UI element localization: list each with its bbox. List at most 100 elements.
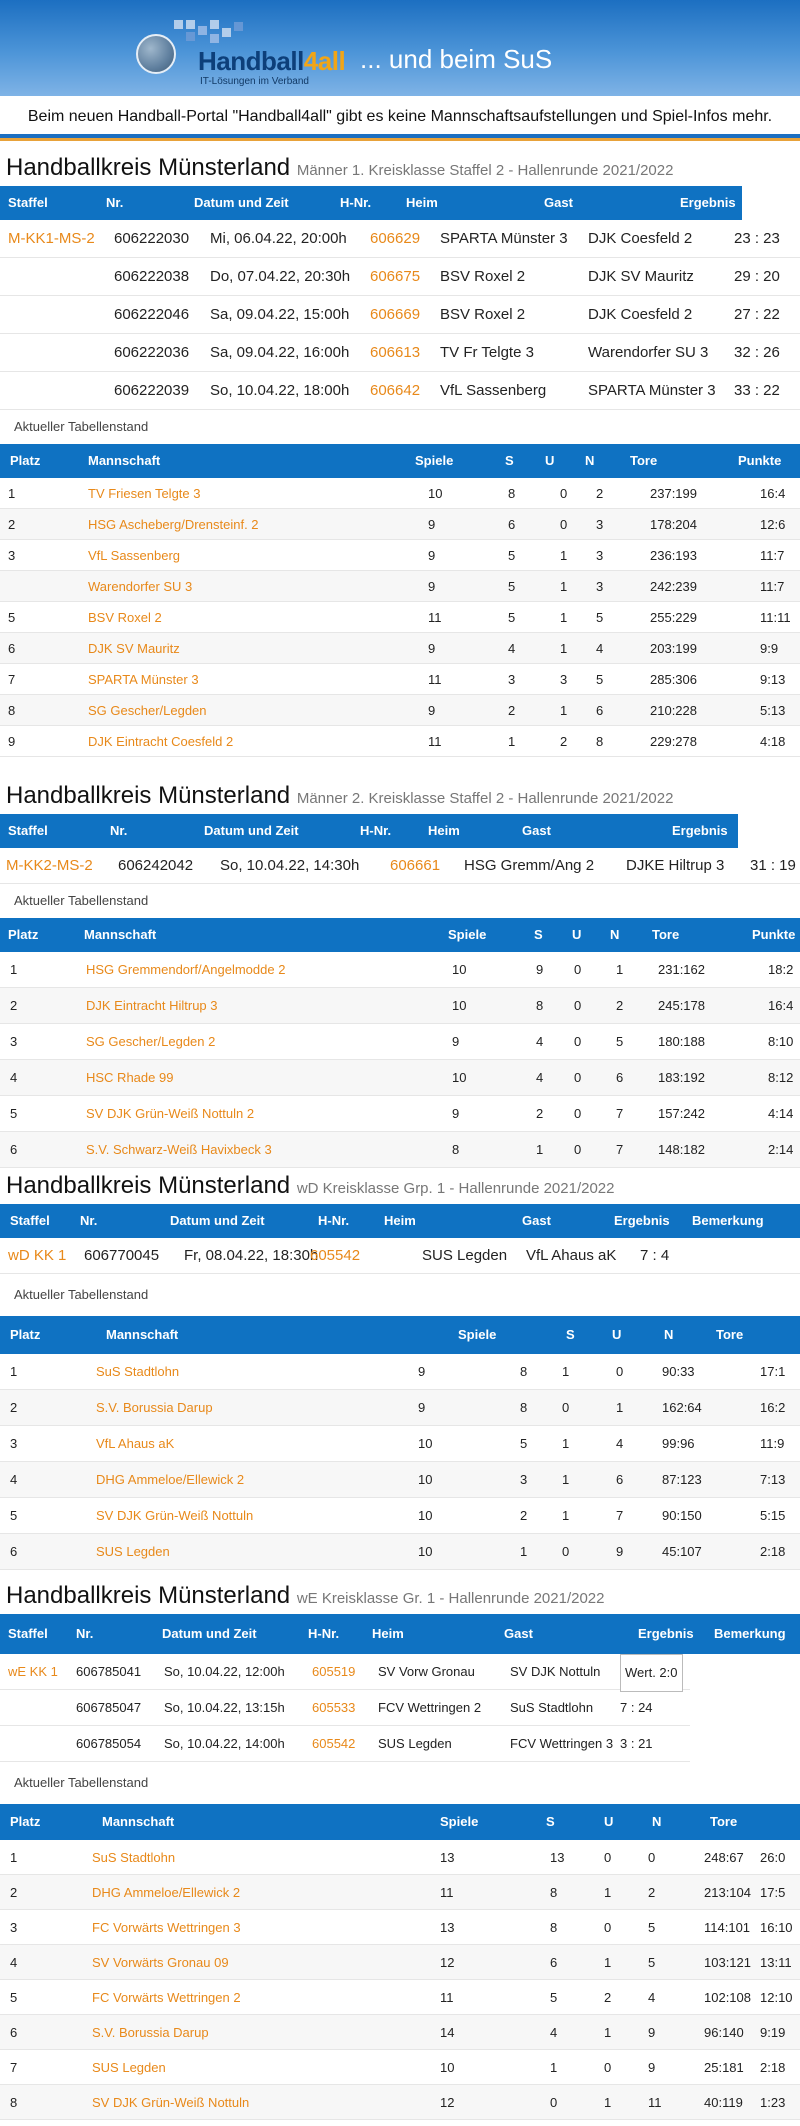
standings-u: 1 [560,641,568,656]
standings-s: 9 [536,962,544,977]
team-link[interactable]: SUS Legden [92,2060,166,2075]
game-row: M-KK1-MS-2 606222030 Mi, 06.04.22, 20:00h 6… [0,220,800,258]
team-link[interactable]: DJK SV Mauritz [88,641,180,656]
standings-u: 1 [562,1508,570,1523]
team-link[interactable]: S.V. Borussia Darup [92,2025,209,2040]
game-hnr-link[interactable]: 606613 [370,344,421,361]
team-link[interactable]: SuS Stadtlohn [92,1850,176,1865]
standings-platz: 2 [10,1400,18,1415]
team-link[interactable]: HSG Gremmendorf/Angelmodde 2 [86,962,286,977]
game-nr: 606242042 [118,857,194,874]
team-link[interactable]: SuS Stadtlohn [96,1364,180,1379]
game-staffel-link[interactable]: wD KK 1 [8,1247,67,1264]
standings-n: 3 [596,548,604,563]
standings-s: 4 [536,1034,544,1049]
standings-n: 2 [596,486,604,501]
game-gast: DJKE Hiltrup 3 [626,857,725,874]
standings-s: 1 [536,1142,544,1157]
game-nr: 606222036 [114,344,190,361]
team-link[interactable]: S.V. Borussia Darup [96,1400,213,1415]
standings-u: 1 [562,1472,570,1487]
standings-u: 0 [574,1142,582,1157]
team-link[interactable]: TV Friesen Telgte 3 [88,486,201,501]
standings-tore: 162:64 [662,1400,702,1415]
game-hnr-link[interactable]: 605519 [312,1664,356,1679]
team-link[interactable]: VfL Ahaus aK [96,1436,175,1451]
team-link[interactable]: BSV Roxel 2 [88,610,162,625]
game-row: 606785054 So, 10.04.22, 14:00h 605542 SUS L… [0,1726,690,1762]
game-staffel-link[interactable]: M-KK2-MS-2 [6,857,93,874]
team-link[interactable]: HSG Ascheberg/Drensteinf. 2 [88,517,259,532]
game-datum: So, 10.04.22, 14:30h [220,857,360,874]
standings-n: 4 [596,641,604,656]
standings-tore: 237:199 [650,486,697,501]
standings-punkte: 16:4 [768,998,794,1013]
handball4all-logo[interactable]: Handball4all IT-Lösungen im Verband [136,18,366,87]
standings-u: 1 [560,703,568,718]
standings-spiele: 9 [418,1364,426,1379]
game-hnr-link[interactable]: 606675 [370,268,421,285]
standings-row: 5 BSV Roxel 2 11 5 1 5 255:229 11:11 [0,602,800,633]
team-link[interactable]: S.V. Schwarz-Weiß Havixbeck 3 [86,1142,272,1157]
standings-tore: 285:306 [650,672,697,687]
standings-tore: 148:182 [658,1142,705,1157]
game-nr: 606785054 [76,1736,142,1751]
game-staffel-link[interactable]: wE KK 1 [8,1664,58,1679]
team-link[interactable]: FC Vorwärts Wettringen 2 [92,1990,241,2005]
game-datum: Sa, 09.04.22, 16:00h [210,344,350,361]
standings-platz: 4 [10,1070,18,1085]
standings-u: 1 [604,1955,612,1970]
game-hnr-link[interactable]: 606629 [370,230,421,247]
standings-spiele: 9 [428,641,436,656]
game-hnr-link[interactable]: 606642 [370,382,421,399]
team-link[interactable]: SV Vorwärts Gronau 09 [92,1955,229,1970]
standings-u: 2 [604,1990,612,2005]
team-link[interactable]: DJK Eintracht Coesfeld 2 [88,734,234,749]
standings-u: 1 [562,1436,570,1451]
table-label: Aktueller Tabellenstand [14,419,149,434]
standings-header: Platz Mannschaft Spiele S U N Tore Punkt… [0,444,800,478]
standings-s: 3 [508,672,516,687]
standings-platz: 3 [10,1436,18,1451]
team-link[interactable]: Warendorfer SU 3 [88,579,193,594]
standings-spiele: 10 [418,1436,433,1451]
team-link[interactable]: SV DJK Grün-Weiß Nottuln 2 [86,1106,255,1121]
game-hnr-link[interactable]: 605542 [310,1247,361,1264]
team-link[interactable]: HSC Rhade 99 [86,1070,174,1085]
section-maenner-2kk: Handballkreis Münsterland Männer 2. Krei… [0,778,800,1168]
team-link[interactable]: SPARTA Münster 3 [88,672,199,687]
standings-row: 6 S.V. Schwarz-Weiß Havixbeck 3 8 1 0 7 148:18… [0,1132,800,1168]
standings-spiele: 11 [440,1885,454,1900]
standings-platz: 1 [10,962,18,977]
team-link[interactable]: SV DJK Grün-Weiß Nottuln [96,1508,254,1523]
standings-platz: 9 [8,734,16,749]
standings-s: 2 [536,1106,544,1121]
team-link[interactable]: SV DJK Grün-Weiß Nottuln [92,2095,250,2110]
team-link[interactable]: SUS Legden [96,1544,170,1559]
standings-punkte: 26:0 [760,1850,786,1865]
team-link[interactable]: SG Gescher/Legden [88,703,207,718]
standings-row: 1 TV Friesen Telgte 3 10 8 0 2 237:199 16:4 [0,478,800,509]
standings-n: 7 [616,1142,624,1157]
standings-n: 4 [616,1436,624,1451]
team-link[interactable]: DHG Ammeloe/Ellewick 2 [96,1472,245,1487]
game-hnr-link[interactable]: 606669 [370,306,421,323]
game-ergebnis: 33 : 22 [734,382,780,399]
game-hnr-link[interactable]: 606661 [390,857,441,874]
standings-spiele: 10 [418,1544,433,1559]
game-ergebnis: 31 : 19 [750,857,796,874]
team-link[interactable]: FC Vorwärts Wettringen 3 [92,1920,241,1935]
team-link[interactable]: VfL Sassenberg [88,548,181,563]
standings-u: 1 [562,1364,570,1379]
standings-platz: 6 [8,641,16,656]
game-staffel-link[interactable]: M-KK1-MS-2 [8,230,95,247]
standings-spiele: 10 [418,1508,433,1523]
team-link[interactable]: SG Gescher/Legden 2 [86,1034,216,1049]
standings-u: 0 [562,1400,570,1415]
team-link[interactable]: DJK Eintracht Hiltrup 3 [86,998,218,1013]
game-hnr-link[interactable]: 605542 [312,1736,356,1751]
team-link[interactable]: DHG Ammeloe/Ellewick 2 [92,1885,241,1900]
game-hnr-link[interactable]: 605533 [312,1700,356,1715]
standings-platz: 1 [10,1850,18,1865]
logo-name: Handball4all [198,46,346,76]
